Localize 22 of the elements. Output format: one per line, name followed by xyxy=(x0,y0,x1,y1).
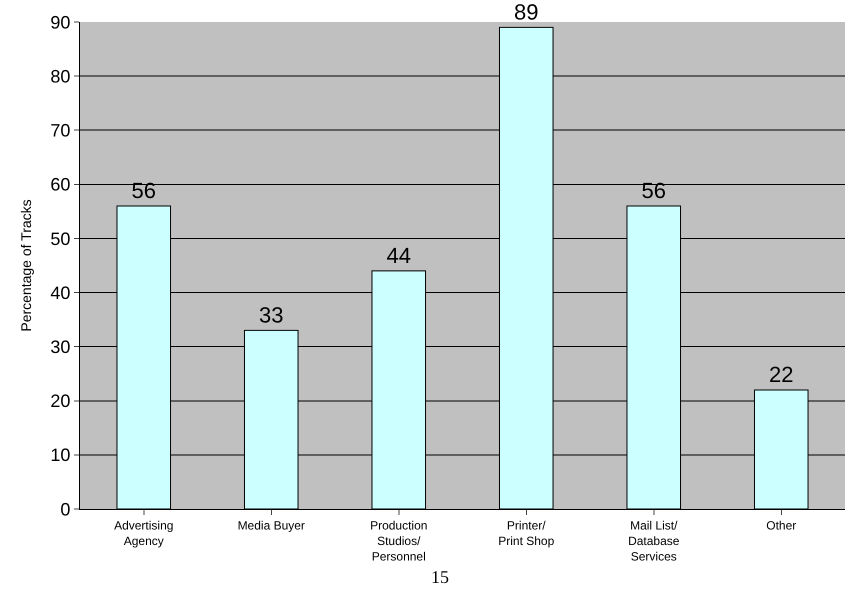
data-label: 33 xyxy=(259,302,284,328)
x-tick-label: Printer/ Print Shop xyxy=(498,518,555,548)
y-axis-title: Percentage of Tracks xyxy=(18,199,34,332)
x-tick-label: Advertising Agency xyxy=(114,518,174,548)
y-tick-label: 20 xyxy=(50,391,70,412)
y-tick-label: 50 xyxy=(50,228,70,249)
data-label: 89 xyxy=(514,0,538,24)
y-tick-label: 40 xyxy=(50,282,70,303)
y-tick-label: 10 xyxy=(50,445,70,466)
text: 15 xyxy=(431,567,449,587)
y-tick-label: 0 xyxy=(60,499,70,520)
y-tick-label: 90 xyxy=(50,12,70,32)
x-tick-label: Media Buyer xyxy=(238,518,305,532)
data-label: 44 xyxy=(386,242,411,268)
y-tick-label: 30 xyxy=(50,336,70,357)
y-tick-label: 80 xyxy=(50,66,70,86)
x-tick-label: Production Studios/ Personnel xyxy=(370,518,428,564)
x-tick-label: Other xyxy=(766,518,796,532)
y-tick-label: 70 xyxy=(50,120,70,141)
x-tick-label: Mail List/ Database Services xyxy=(628,518,680,564)
data-label: 22 xyxy=(769,362,794,387)
y-tick-label: 60 xyxy=(50,174,70,195)
